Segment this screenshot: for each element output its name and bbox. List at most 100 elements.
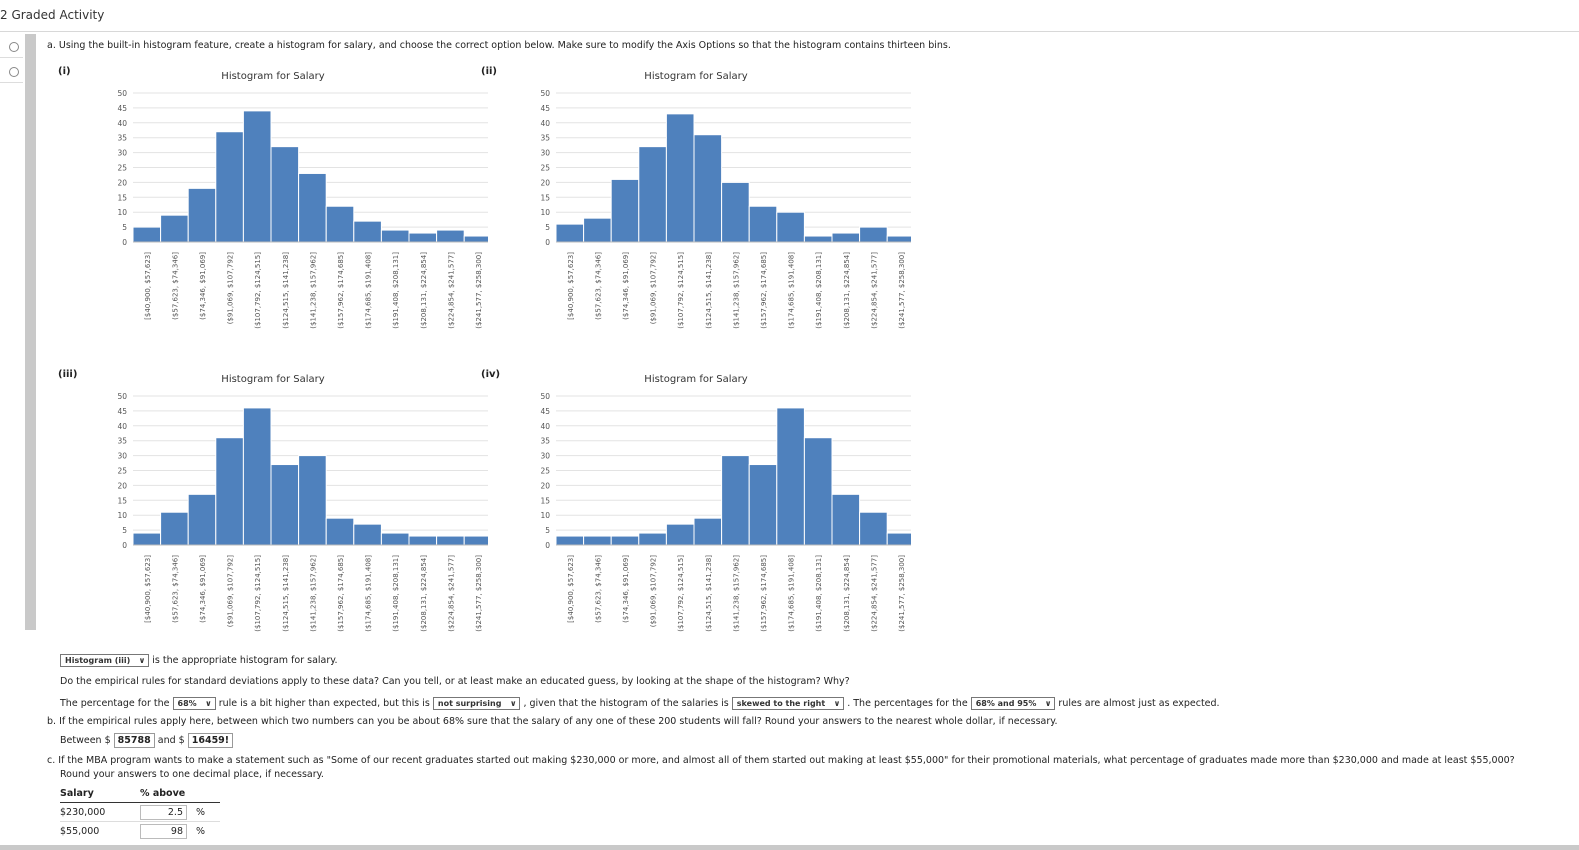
y-tick-label: 50 — [117, 392, 127, 401]
x-tick-label: ($241,577, $258,300] — [898, 555, 906, 632]
empirical-answer-line: The percentage for the 68% ∨ rule is a bi… — [60, 697, 1220, 710]
x-tick-label: ($124,515, $141,238] — [705, 555, 713, 632]
y-tick-label: 0 — [545, 541, 550, 550]
chart-title: Histogram for Salary — [644, 374, 748, 385]
x-tick-label: [$40,900, $57,623] — [567, 252, 575, 320]
x-tick-label: ($224,854, $241,577] — [447, 252, 455, 329]
rule-dropdown-2[interactable]: 68% and 95% ∨ — [970, 697, 1056, 710]
y-tick-label: 5 — [545, 223, 550, 232]
y-tick-label: 0 — [122, 541, 127, 550]
pct-input[interactable]: 98 — [140, 824, 187, 839]
chart-title: Histogram for Salary — [644, 71, 748, 82]
y-tick-label: 15 — [117, 193, 127, 202]
salary-column-header: Salary — [60, 788, 94, 799]
salary-cell: $55,000 — [60, 826, 100, 837]
surprise-dropdown[interactable]: not surprising ∨ — [432, 697, 521, 710]
x-tick-label: ($107,792, $124,515] — [677, 252, 685, 329]
x-tick-label: [$40,900, $57,623] — [567, 555, 575, 623]
histogram-panel-iv: 0 5 10 15 20 25 30 35 40 45 50 [$40,900, $57,623] ($… — [481, 369, 911, 669]
histogram-bar — [160, 214, 189, 243]
y-tick-label: 30 — [540, 452, 550, 461]
histogram-bar — [776, 211, 805, 243]
x-tick-label: ($141,238, $157,962] — [309, 252, 317, 329]
question-radio-2[interactable] — [9, 67, 19, 77]
x-tick-label: ($57,623, $74,346] — [171, 555, 179, 623]
y-tick-label: 35 — [117, 134, 127, 143]
upper-bound-input[interactable]: 16459! — [187, 733, 234, 748]
histogram-bar — [665, 523, 695, 546]
divider — [0, 82, 23, 83]
y-tick-label: 40 — [540, 422, 550, 431]
x-tick-label: ($191,408, $208,131] — [392, 252, 400, 329]
y-tick-label: 30 — [540, 149, 550, 158]
y-tick-label: 45 — [117, 104, 127, 113]
x-tick-label: ($208,131, $224,854] — [420, 555, 428, 632]
histogram-choice-dropdown[interactable]: Histogram (iii) ∨ — [60, 654, 150, 667]
activity-title: 2 Graded Activity — [0, 8, 105, 22]
histogram-bar — [638, 146, 667, 243]
histogram-bar — [831, 232, 861, 243]
histogram-bar — [215, 437, 244, 546]
y-tick-label: 25 — [117, 164, 127, 173]
dropdown-value: Histogram (iii) — [65, 656, 131, 665]
question-radio-1[interactable] — [9, 42, 19, 52]
histogram-bar — [693, 134, 723, 243]
histogram-bar — [776, 407, 805, 546]
question-list — [0, 32, 23, 850]
lower-bound-input[interactable]: 85788 — [113, 733, 155, 748]
x-tick-label: ($208,131, $224,854] — [843, 555, 851, 632]
x-tick-label: ($57,623, $74,346] — [171, 252, 179, 320]
y-tick-label: 30 — [117, 149, 127, 158]
y-tick-label: 20 — [540, 481, 550, 490]
y-tick-label: 10 — [540, 208, 550, 217]
histogram-bar — [886, 235, 911, 243]
chevron-down-icon: ∨ — [138, 656, 146, 665]
histogram-bar — [325, 205, 355, 243]
pct-input[interactable]: 2.5 — [140, 805, 187, 820]
histogram-panel-i: 0 5 10 15 20 25 30 35 40 45 50 [$40,900, $57,623] ($… — [58, 66, 488, 366]
table-header: Salary % above — [60, 788, 220, 803]
y-tick-label: 25 — [540, 467, 550, 476]
vertical-scrollbar[interactable] — [25, 34, 36, 630]
x-tick-label: ($141,238, $157,962] — [732, 252, 740, 329]
x-tick-label: ($208,131, $224,854] — [843, 252, 851, 329]
histogram-bar — [665, 113, 695, 243]
histogram-bar — [555, 535, 585, 546]
histogram-bar — [859, 226, 888, 243]
x-tick-label: ($141,238, $157,962] — [732, 555, 740, 632]
histogram-bar — [610, 535, 640, 546]
histogram-bar — [380, 532, 410, 546]
histogram-bar — [298, 455, 327, 546]
text-segment: rule is a bit higher than expected, but … — [218, 698, 430, 709]
x-tick-label: ($174,685, $191,408] — [365, 555, 373, 632]
horizontal-scrollbar[interactable] — [0, 845, 1579, 850]
histogram-bar — [610, 178, 640, 243]
histogram-bar — [132, 532, 162, 546]
x-tick-label: ($241,577, $258,300] — [898, 252, 906, 329]
x-tick-label: ($224,854, $241,577] — [870, 555, 878, 632]
dropdown-value: not surprising — [437, 699, 502, 708]
chart-title: Histogram for Salary — [221, 374, 325, 385]
panel-label: (ii) — [481, 66, 497, 77]
histogram-panel-ii: 0 5 10 15 20 25 30 35 40 45 50 [$40,900, $57,623] ($… — [481, 66, 911, 366]
histogram-bar — [160, 511, 189, 546]
y-tick-label: 40 — [540, 119, 550, 128]
y-tick-label: 25 — [117, 467, 127, 476]
y-tick-label: 15 — [540, 496, 550, 505]
histogram-chart-iii: 0 5 10 15 20 25 30 35 40 45 50 [$40,900, $57,623] ($… — [117, 392, 488, 632]
chevron-down-icon: ∨ — [205, 699, 212, 708]
table-row: $55,000 98 % — [60, 822, 220, 840]
rule-dropdown-1[interactable]: 68% ∨ — [172, 697, 216, 710]
chart-title: Histogram for Salary — [221, 71, 325, 82]
y-tick-label: 20 — [117, 178, 127, 187]
x-tick-label: ($57,623, $74,346] — [594, 252, 602, 320]
histogram-bar — [242, 110, 272, 243]
histogram-bar — [270, 464, 300, 546]
histogram-bar — [408, 232, 438, 243]
x-tick-label: ($91,069, $107,792] — [227, 252, 235, 325]
x-tick-label: ($241,577, $258,300] — [475, 252, 483, 329]
histogram-bar — [436, 535, 465, 546]
shape-dropdown[interactable]: skewed to the right ∨ — [731, 697, 845, 710]
part-b-question: b. If the empirical rules apply here, be… — [47, 716, 1058, 727]
histogram-bar — [187, 493, 217, 546]
